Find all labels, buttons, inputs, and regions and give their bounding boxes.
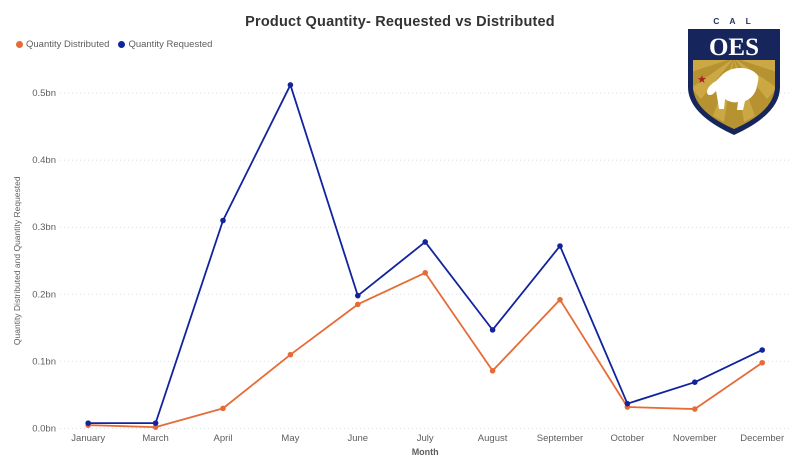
cal-oes-logo: C A L OES ★ xyxy=(688,16,780,135)
data-point[interactable] xyxy=(152,420,159,426)
y-tick-label: 0.3bn xyxy=(32,222,56,233)
data-point[interactable] xyxy=(624,400,631,407)
star-icon: ★ xyxy=(697,74,707,86)
data-point[interactable] xyxy=(355,301,361,308)
data-point[interactable] xyxy=(152,424,159,430)
data-point[interactable] xyxy=(489,367,496,374)
logo-cal-text: C A L xyxy=(713,16,755,26)
bear-icon xyxy=(707,68,759,110)
data-point[interactable] xyxy=(287,82,294,88)
series-line xyxy=(88,271,763,429)
logo-oes-text: OES xyxy=(709,34,759,61)
x-tick-label: December xyxy=(740,433,784,444)
x-tick-label: April xyxy=(213,433,232,444)
legend-dot-icon xyxy=(16,41,23,48)
x-tick-label: May xyxy=(281,433,299,444)
data-point[interactable] xyxy=(489,327,496,333)
y-tick-label: 0.1bn xyxy=(32,356,56,367)
legend-item[interactable]: Quantity Requested xyxy=(118,39,212,50)
legend-label: Quantity Requested xyxy=(128,39,213,50)
data-point[interactable] xyxy=(692,379,698,386)
legend-dot-icon xyxy=(118,41,126,48)
data-point[interactable] xyxy=(355,292,361,299)
data-point[interactable] xyxy=(220,217,226,224)
x-tick-label: October xyxy=(611,433,645,444)
x-tick-label: November xyxy=(673,433,717,444)
series-line xyxy=(88,84,763,425)
x-tick-label: July xyxy=(417,433,434,444)
data-point[interactable] xyxy=(557,296,563,303)
y-tick-label: 0.2bn xyxy=(32,289,56,300)
data-point[interactable] xyxy=(85,420,91,426)
data-point[interactable] xyxy=(692,406,698,412)
x-tick-label: January xyxy=(71,433,105,444)
data-point[interactable] xyxy=(422,239,429,245)
y-tick-label: 0.5bn xyxy=(32,88,56,99)
data-point[interactable] xyxy=(759,359,765,366)
x-tick-label: March xyxy=(142,433,168,444)
chart-title: Product Quantity- Requested vs Distribut… xyxy=(245,14,555,30)
x-tick-label: June xyxy=(347,433,368,444)
data-point[interactable] xyxy=(557,243,563,249)
x-axis-title: Month xyxy=(412,447,439,457)
x-tick-label: August xyxy=(478,433,508,444)
data-point[interactable] xyxy=(422,270,429,276)
chart-legend: Quantity Distributed Quantity Requested xyxy=(16,39,212,50)
data-point[interactable] xyxy=(220,405,226,412)
data-point[interactable] xyxy=(287,351,294,358)
legend-label: Quantity Distributed xyxy=(26,39,110,50)
y-tick-label: 0.4bn xyxy=(32,155,56,166)
y-axis-title: Quantity Distributed and Quantity Reques… xyxy=(12,176,22,345)
y-tick-label: 0.0bn xyxy=(32,424,56,435)
x-tick-label: September xyxy=(537,433,583,444)
data-point[interactable] xyxy=(759,347,765,353)
legend-item[interactable]: Quantity Distributed xyxy=(16,39,109,50)
